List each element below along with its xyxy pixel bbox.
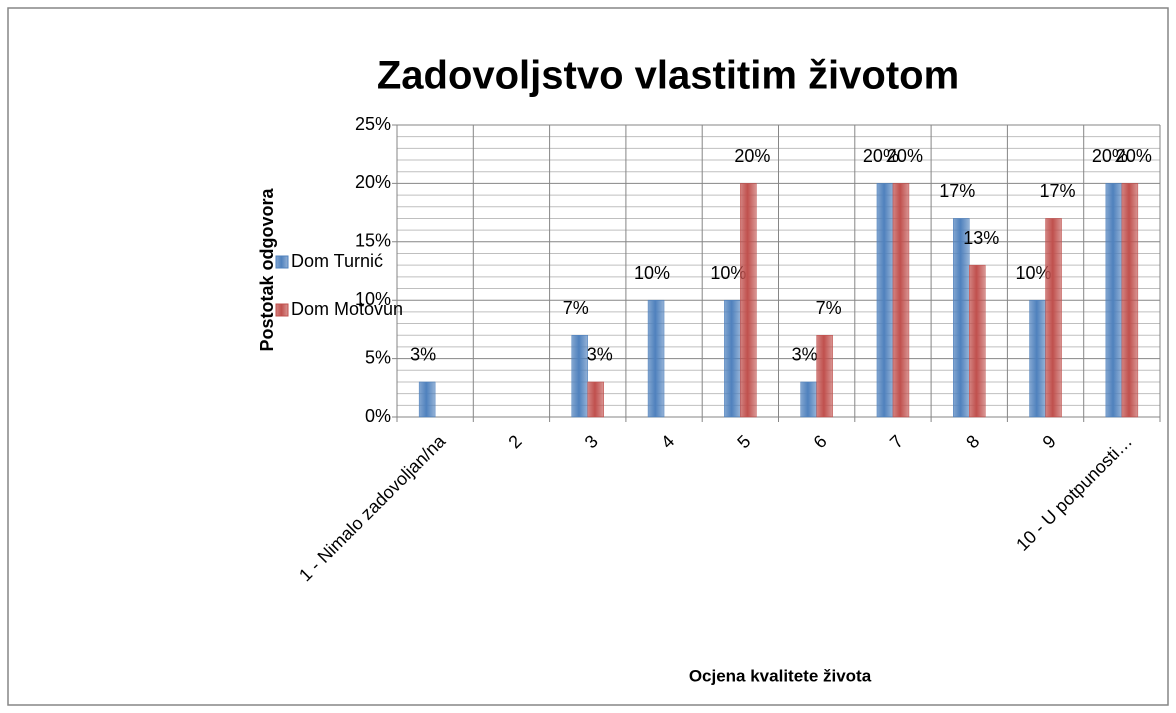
y-tick-label: 15% (355, 231, 391, 251)
chart-title: Zadovoljstvo vlastitim životom (377, 54, 959, 98)
data-label: 3% (587, 345, 613, 365)
y-tick-label: 0% (365, 406, 391, 426)
legend-swatch (275, 303, 289, 317)
data-label: 20% (887, 146, 923, 166)
data-label: 13% (963, 228, 999, 248)
bar (1121, 183, 1139, 418)
data-label: 17% (939, 181, 975, 201)
bar (953, 218, 970, 418)
data-label: 17% (1040, 181, 1076, 201)
data-label: 20% (1116, 146, 1152, 166)
data-label: 3% (410, 345, 436, 365)
bar (571, 334, 588, 418)
bar (1105, 183, 1123, 418)
data-label: 10% (634, 263, 670, 283)
y-tick-label: 10% (355, 289, 391, 309)
bar (800, 381, 817, 418)
bar (418, 381, 436, 418)
data-label: 10% (1016, 263, 1052, 283)
data-label: 20% (734, 146, 770, 166)
bar (816, 334, 833, 418)
bar (724, 299, 741, 418)
data-label: 10% (710, 263, 746, 283)
y-tick-label: 25% (355, 114, 391, 134)
x-axis-label: Ocjena kvalitete života (689, 666, 872, 685)
data-label: 7% (816, 298, 842, 318)
data-label: 20% (863, 146, 899, 166)
bar (1045, 218, 1062, 418)
bar (587, 381, 604, 418)
data-label: 3% (792, 345, 818, 365)
bar (647, 299, 665, 418)
bar (892, 183, 910, 418)
data-label: 20% (1092, 146, 1128, 166)
legend-label: Dom Turnić (291, 251, 383, 271)
bar (740, 183, 757, 418)
bar (1029, 299, 1046, 418)
legend-label: Dom Motovun (291, 299, 403, 319)
data-label: 7% (563, 298, 589, 318)
y-tick-label: 20% (355, 172, 391, 192)
y-axis-label: Postotak odgovora (257, 188, 277, 352)
bar (969, 264, 986, 418)
legend-swatch (275, 255, 289, 269)
y-tick-label: 5% (365, 347, 391, 367)
bar (876, 183, 894, 418)
